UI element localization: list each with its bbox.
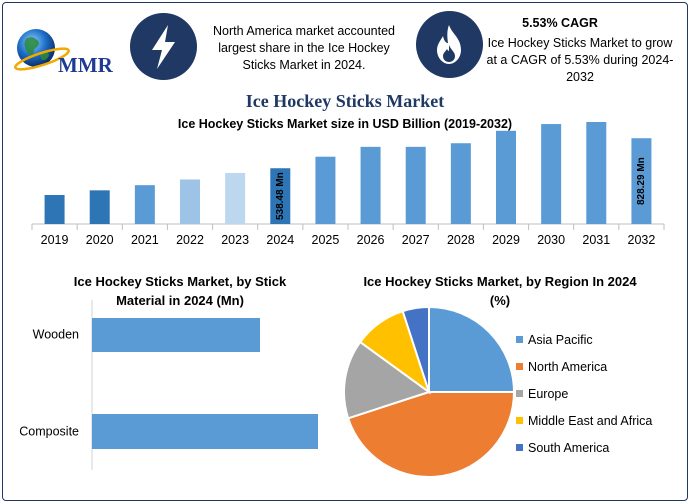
legend-swatch [516,417,523,424]
legend-item: North America [516,353,652,380]
lightning-bolt-icon [130,13,197,80]
legend-swatch [516,363,523,370]
flame-icon [416,11,483,78]
main-title: Ice Hockey Sticks Market [245,91,445,111]
legend-label: Middle East and Africa [528,413,653,428]
legend-item: Asia Pacific [516,326,652,353]
legend-item: Europe [516,380,652,407]
legend-label: Asia Pacific [528,332,593,347]
material-chart-title: Ice Hockey Sticks Market, by Stick Mater… [73,274,287,308]
legend-swatch [516,336,523,343]
region-legend: Asia Pacific North America Europe Middle Ea… [516,326,652,461]
legend-label: South America [528,440,610,455]
legend-label: Europe [528,386,569,401]
legend-label: North America [528,359,608,374]
cagr-text: Ice Hockey Sticks Market to grow at a CA… [486,36,674,84]
cagr-title: 5.53% CAGR [522,16,598,30]
mmr-logo: MMR [14,29,114,77]
legend-item: South America [516,434,652,461]
north-america-share-text: North America market accounted largest s… [212,24,396,72]
legend-swatch [516,444,523,451]
legend-item: Middle East and Africa [516,407,652,434]
market-size-chart-title: Ice Hockey Sticks Market size in USD Bil… [177,117,513,131]
legend-swatch [516,390,523,397]
logo-text: MMR [58,53,114,77]
region-chart-title: Ice Hockey Sticks Market, by Region In 2… [363,274,637,308]
